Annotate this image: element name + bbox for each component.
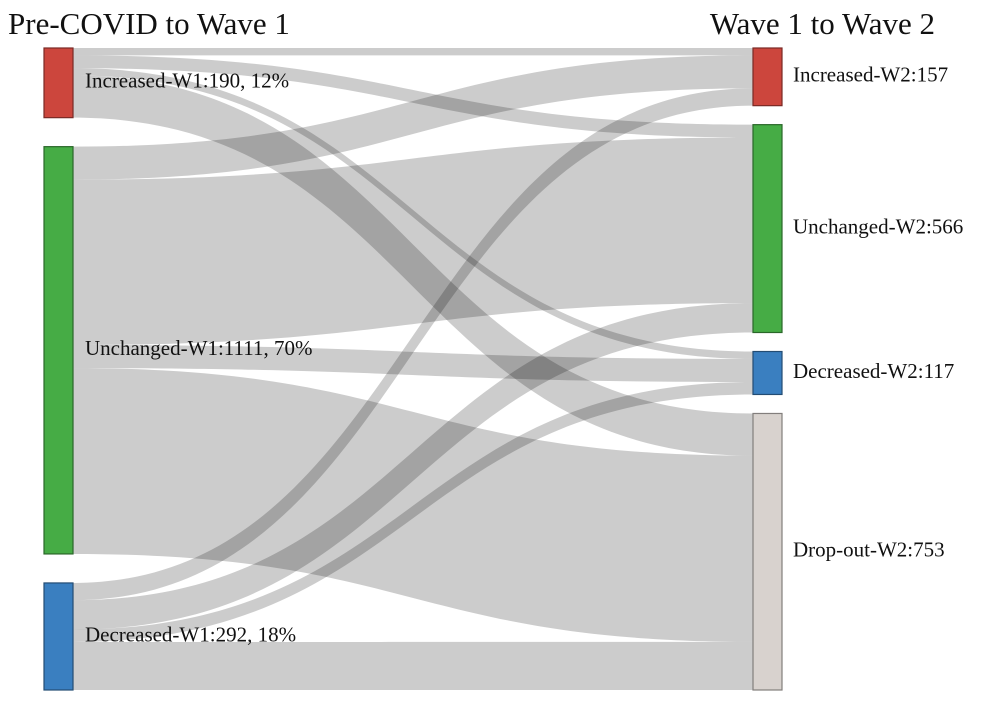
flow-dec1-to-inc2 [73, 88, 753, 601]
node-right-dec2 [752, 350, 783, 396]
flow-layer [73, 48, 753, 690]
flow-inc1-to-drop2 [73, 75, 753, 456]
flow-unc1-to-unc2 [73, 137, 753, 345]
node-left-unc1 [43, 146, 74, 555]
node-left-dec1 [43, 582, 74, 691]
node-left-inc1 [43, 47, 74, 119]
node-label-left-dec1: Decreased-W1:292, 18% [85, 622, 296, 646]
flow-dec1-to-drop2 [73, 641, 753, 690]
flow-inc1-to-dec2 [73, 68, 753, 359]
node-layer [43, 47, 783, 691]
node-right-inc2 [752, 47, 783, 107]
flow-dec1-to-dec2 [73, 381, 753, 642]
node-label-left-unc1: Unchanged-W1:1111, 70% [85, 336, 312, 360]
node-label-right-unc2: Unchanged-W2:566 [793, 214, 963, 238]
left-stage-title: Pre-COVID to Wave 1 [8, 6, 290, 41]
node-label-left-inc1: Increased-W1:190, 12% [85, 69, 289, 93]
flow-unc1-to-inc2 [73, 55, 753, 180]
label-layer: Increased-W1:190, 12% Unchanged-W1:1111, … [85, 63, 963, 647]
right-stage-title: Wave 1 to Wave 2 [710, 6, 935, 41]
node-label-right-drop2: Drop-out-W2:753 [793, 538, 945, 562]
flow-unc1-to-dec2 [73, 344, 753, 382]
node-label-right-dec2: Decreased-W2:117 [793, 359, 954, 383]
node-right-unc2 [752, 124, 783, 334]
flow-inc1-to-unc2 [73, 55, 753, 138]
node-right-drop2 [752, 412, 783, 691]
flow-inc1-to-inc2 [73, 48, 753, 56]
node-label-right-inc2: Increased-W2:157 [793, 63, 948, 87]
flow-dec1-to-unc2 [73, 303, 753, 630]
flow-unc1-to-drop2 [73, 368, 753, 642]
